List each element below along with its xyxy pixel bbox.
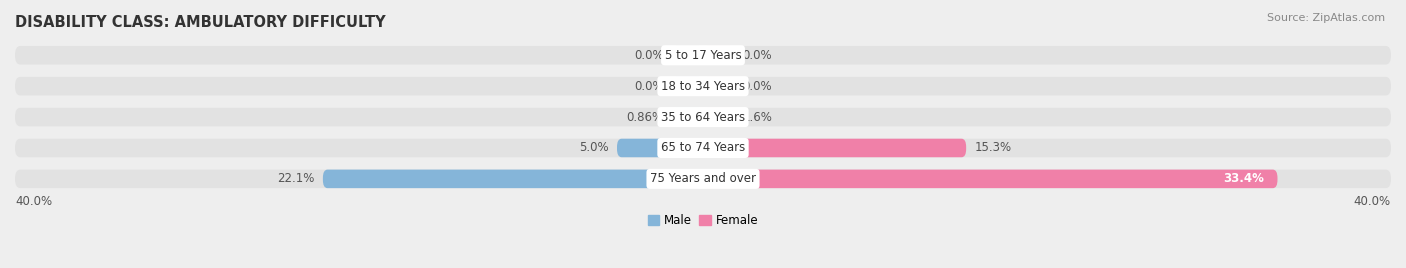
Text: 0.86%: 0.86%	[626, 111, 664, 124]
FancyBboxPatch shape	[323, 170, 703, 188]
Text: 15.3%: 15.3%	[974, 142, 1012, 154]
Text: 0.0%: 0.0%	[742, 49, 772, 62]
Text: 22.1%: 22.1%	[277, 172, 315, 185]
FancyBboxPatch shape	[15, 170, 1391, 188]
Text: 0.0%: 0.0%	[742, 80, 772, 93]
FancyBboxPatch shape	[703, 77, 734, 95]
Text: DISABILITY CLASS: AMBULATORY DIFFICULTY: DISABILITY CLASS: AMBULATORY DIFFICULTY	[15, 15, 385, 30]
FancyBboxPatch shape	[15, 139, 1391, 157]
Text: 40.0%: 40.0%	[1354, 195, 1391, 208]
Text: 18 to 34 Years: 18 to 34 Years	[661, 80, 745, 93]
Text: 65 to 74 Years: 65 to 74 Years	[661, 142, 745, 154]
Text: Source: ZipAtlas.com: Source: ZipAtlas.com	[1267, 13, 1385, 23]
FancyBboxPatch shape	[703, 46, 734, 65]
FancyBboxPatch shape	[15, 77, 1391, 95]
FancyBboxPatch shape	[703, 108, 734, 126]
Text: 0.0%: 0.0%	[634, 49, 664, 62]
FancyBboxPatch shape	[703, 170, 1278, 188]
Text: 75 Years and over: 75 Years and over	[650, 172, 756, 185]
Text: 0.0%: 0.0%	[634, 80, 664, 93]
Legend: Male, Female: Male, Female	[648, 214, 758, 227]
Text: 33.4%: 33.4%	[1223, 172, 1264, 185]
FancyBboxPatch shape	[672, 46, 703, 65]
Text: 1.6%: 1.6%	[742, 111, 772, 124]
Text: 5 to 17 Years: 5 to 17 Years	[665, 49, 741, 62]
FancyBboxPatch shape	[703, 139, 966, 157]
Text: 5.0%: 5.0%	[579, 142, 609, 154]
FancyBboxPatch shape	[15, 46, 1391, 65]
Text: 40.0%: 40.0%	[15, 195, 52, 208]
FancyBboxPatch shape	[617, 139, 703, 157]
FancyBboxPatch shape	[672, 77, 703, 95]
FancyBboxPatch shape	[15, 108, 1391, 126]
FancyBboxPatch shape	[672, 108, 703, 126]
Text: 35 to 64 Years: 35 to 64 Years	[661, 111, 745, 124]
